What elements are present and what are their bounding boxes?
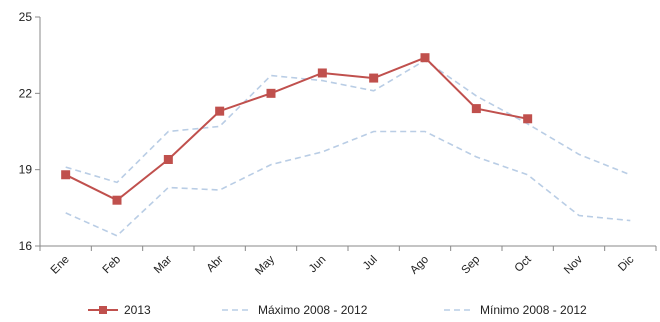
x-tick-label: Feb <box>101 254 124 277</box>
x-tick-label: Sep <box>459 254 482 277</box>
legend-marker <box>99 306 107 314</box>
y-tick-label: 25 <box>19 10 33 24</box>
legend-label: 2013 <box>124 303 151 317</box>
y-tick-label: 19 <box>19 163 33 177</box>
x-tick-label: Jul <box>361 254 380 273</box>
y-tick-label: 16 <box>19 239 33 253</box>
x-tick-label: Oct <box>513 253 535 275</box>
chart-legend: 2013 Máximo 2008 - 2012 Mínimo 2008 - 2012 <box>88 303 587 317</box>
x-tick-label: Jun <box>307 254 329 276</box>
data-point <box>369 73 379 83</box>
data-point <box>112 195 122 205</box>
legend-label: Máximo 2008 - 2012 <box>258 303 368 317</box>
series-line <box>65 59 631 184</box>
x-tick-label: Abr <box>205 254 226 275</box>
x-tick-label: Ago <box>408 254 431 277</box>
legend-label: Mínimo 2008 - 2012 <box>480 303 587 317</box>
data-point <box>215 106 225 116</box>
x-tick-label: Ene <box>49 254 72 277</box>
x-tick-label: Mar <box>152 254 175 277</box>
data-point <box>420 53 430 63</box>
x-tick-label: Dic <box>616 253 636 273</box>
data-point <box>471 104 481 114</box>
x-tick-label: May <box>253 253 277 277</box>
x-tick-label: Nov <box>562 253 585 276</box>
series-line <box>65 56 528 202</box>
y-tick-label: 22 <box>19 86 33 100</box>
chart-series <box>61 53 631 237</box>
data-point <box>523 114 533 124</box>
data-point <box>317 68 327 78</box>
series-line <box>65 130 631 237</box>
data-point <box>266 88 276 98</box>
data-point <box>61 170 71 180</box>
data-point <box>163 154 173 164</box>
